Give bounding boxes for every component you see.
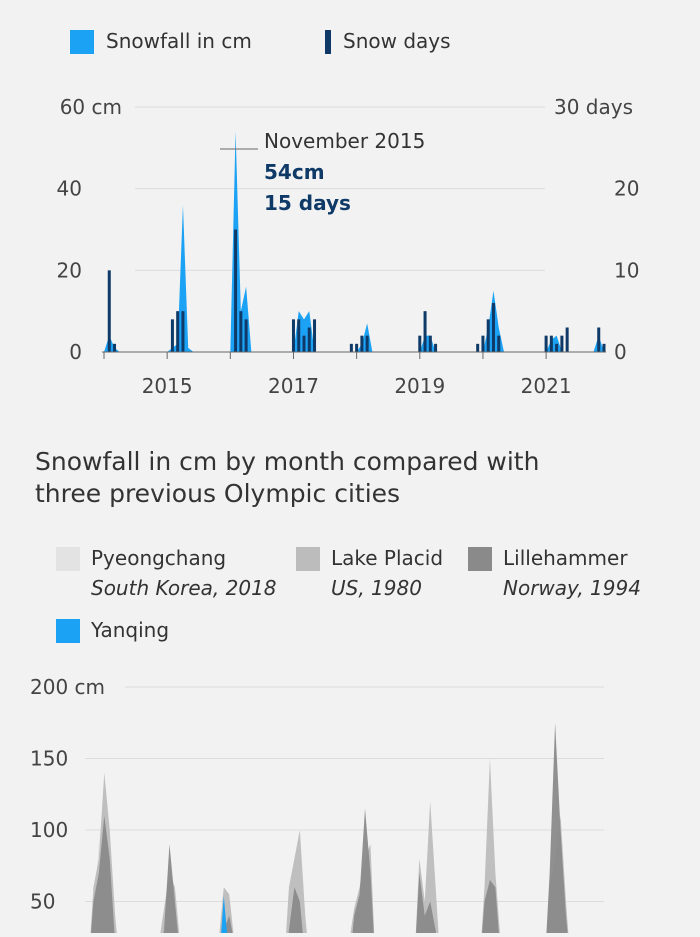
annotation-days: 15 days xyxy=(264,191,351,215)
snow-days-bar xyxy=(170,319,174,352)
x-tick-label: 2015 xyxy=(142,374,193,398)
snow-days-bar xyxy=(597,327,601,352)
snow-days-bar xyxy=(107,270,111,352)
legend-label-yanqing: Yanqing xyxy=(90,618,169,642)
y-tick-label: 200 cm xyxy=(30,675,105,699)
snow-days-bar xyxy=(365,335,369,352)
snow-days-bar xyxy=(297,319,301,352)
x-tick-label: 2021 xyxy=(521,374,572,398)
legend-label-pyeongchang: Pyeongchang xyxy=(91,546,226,570)
y-right-tick-label: 0 xyxy=(614,340,627,364)
chart1-snow-days-bars xyxy=(107,229,606,352)
y-right-tick-label: 10 xyxy=(614,258,639,282)
chart1-x-axis-labels: 2015 2017 2019 2021 xyxy=(142,374,572,398)
highlight-annotation: November 2015 54cm 15 days xyxy=(220,129,425,215)
snow-days-bar xyxy=(565,327,569,352)
snow-days-bar xyxy=(423,311,427,352)
y-left-tick-label: 20 xyxy=(57,258,82,282)
snow-days-bar xyxy=(176,311,180,352)
legend-label-lillehammer: Lillehammer xyxy=(503,546,628,570)
x-tick-label: 2017 xyxy=(268,374,319,398)
snow-days-bar xyxy=(234,229,238,352)
snow-days-bar xyxy=(560,335,564,352)
snow-days-bar xyxy=(181,311,185,352)
legend-swatch-lake-placid xyxy=(296,547,320,571)
annotation-snowfall: 54cm xyxy=(264,160,325,184)
snow-days-bar xyxy=(549,335,553,352)
snow-days-bar xyxy=(434,343,438,352)
y-tick-label: 100 xyxy=(30,818,68,842)
snow-days-bar xyxy=(481,335,485,352)
series-area-yanqing xyxy=(220,895,228,937)
snow-days-bar xyxy=(491,303,495,352)
x-tick-label: 2019 xyxy=(394,374,445,398)
snow-days-bar xyxy=(313,319,317,352)
y-tick-label: 150 xyxy=(30,747,68,771)
y-left-tick-label: 60 cm xyxy=(60,95,122,119)
snow-days-bar xyxy=(360,335,364,352)
snow-days-bar xyxy=(302,335,306,352)
snow-days-bar xyxy=(486,319,490,352)
y-left-tick-label: 40 xyxy=(57,177,82,201)
snow-days-bar xyxy=(349,343,353,352)
legend-label-snow-days: Snow days xyxy=(343,29,451,53)
legend-swatch-snow-days xyxy=(325,30,331,54)
snow-days-bar xyxy=(291,319,295,352)
snow-days-bar xyxy=(418,335,422,352)
snow-days-bar xyxy=(497,335,501,352)
snow-days-bar xyxy=(428,335,432,352)
legend-swatch-yanqing xyxy=(56,619,80,643)
y-right-tick-label: 30 days xyxy=(554,95,633,119)
section2-title-line2: three previous Olympic cities xyxy=(35,479,400,508)
top-legend: Snowfall in cm Snow days xyxy=(70,29,451,54)
yanqing-snowfall-chart: 0 20 40 60 cm 0 10 20 30 days 2015 2017 2019 2021… xyxy=(57,95,640,398)
chart1-gridlines xyxy=(135,106,545,271)
snow-days-bar xyxy=(307,327,311,352)
snow-days-bar xyxy=(555,343,559,352)
snow-days-bar xyxy=(602,343,606,352)
legend-sub-lillehammer: Norway, 1994 xyxy=(503,576,641,600)
snow-days-bar xyxy=(113,343,117,352)
snow-days-bar xyxy=(239,311,243,352)
chart1-left-axis-labels: 0 20 40 60 cm xyxy=(57,95,122,364)
y-tick-label: 50 xyxy=(30,890,55,914)
chart2-y-axis-labels: 50 100 150 200 cm xyxy=(30,675,105,914)
legend-swatch-pyeongchang xyxy=(56,547,80,571)
chart1-x-axis xyxy=(102,351,606,359)
legend-label-lake-placid: Lake Placid xyxy=(331,546,443,570)
snow-days-bar xyxy=(544,335,548,352)
y-right-tick-label: 20 xyxy=(614,177,639,201)
legend-sub-lake-placid: US, 1980 xyxy=(331,576,422,600)
legend-swatch-snowfall xyxy=(70,30,94,54)
snow-days-bar xyxy=(476,343,480,352)
annotation-month: November 2015 xyxy=(264,129,425,153)
chart2-gridlines xyxy=(85,686,604,902)
chart2-series-areas xyxy=(90,722,569,937)
bottom-legend: Pyeongchang South Korea, 2018 Lake Placi… xyxy=(56,546,641,643)
legend-label-snowfall: Snowfall in cm xyxy=(106,29,252,53)
snow-days-bar xyxy=(355,343,359,352)
section2-title-line1: Snowfall in cm by month compared with xyxy=(35,447,539,476)
y-left-tick-label: 0 xyxy=(69,340,82,364)
olympic-cities-snowfall-chart: 50 100 150 200 cm xyxy=(30,675,604,937)
legend-sub-pyeongchang: South Korea, 2018 xyxy=(91,576,277,600)
chart1-right-axis-labels: 0 10 20 30 days xyxy=(554,95,639,364)
snow-days-bar xyxy=(244,319,248,352)
legend-swatch-lillehammer xyxy=(468,547,492,571)
series-area-lake-placid xyxy=(90,758,569,937)
